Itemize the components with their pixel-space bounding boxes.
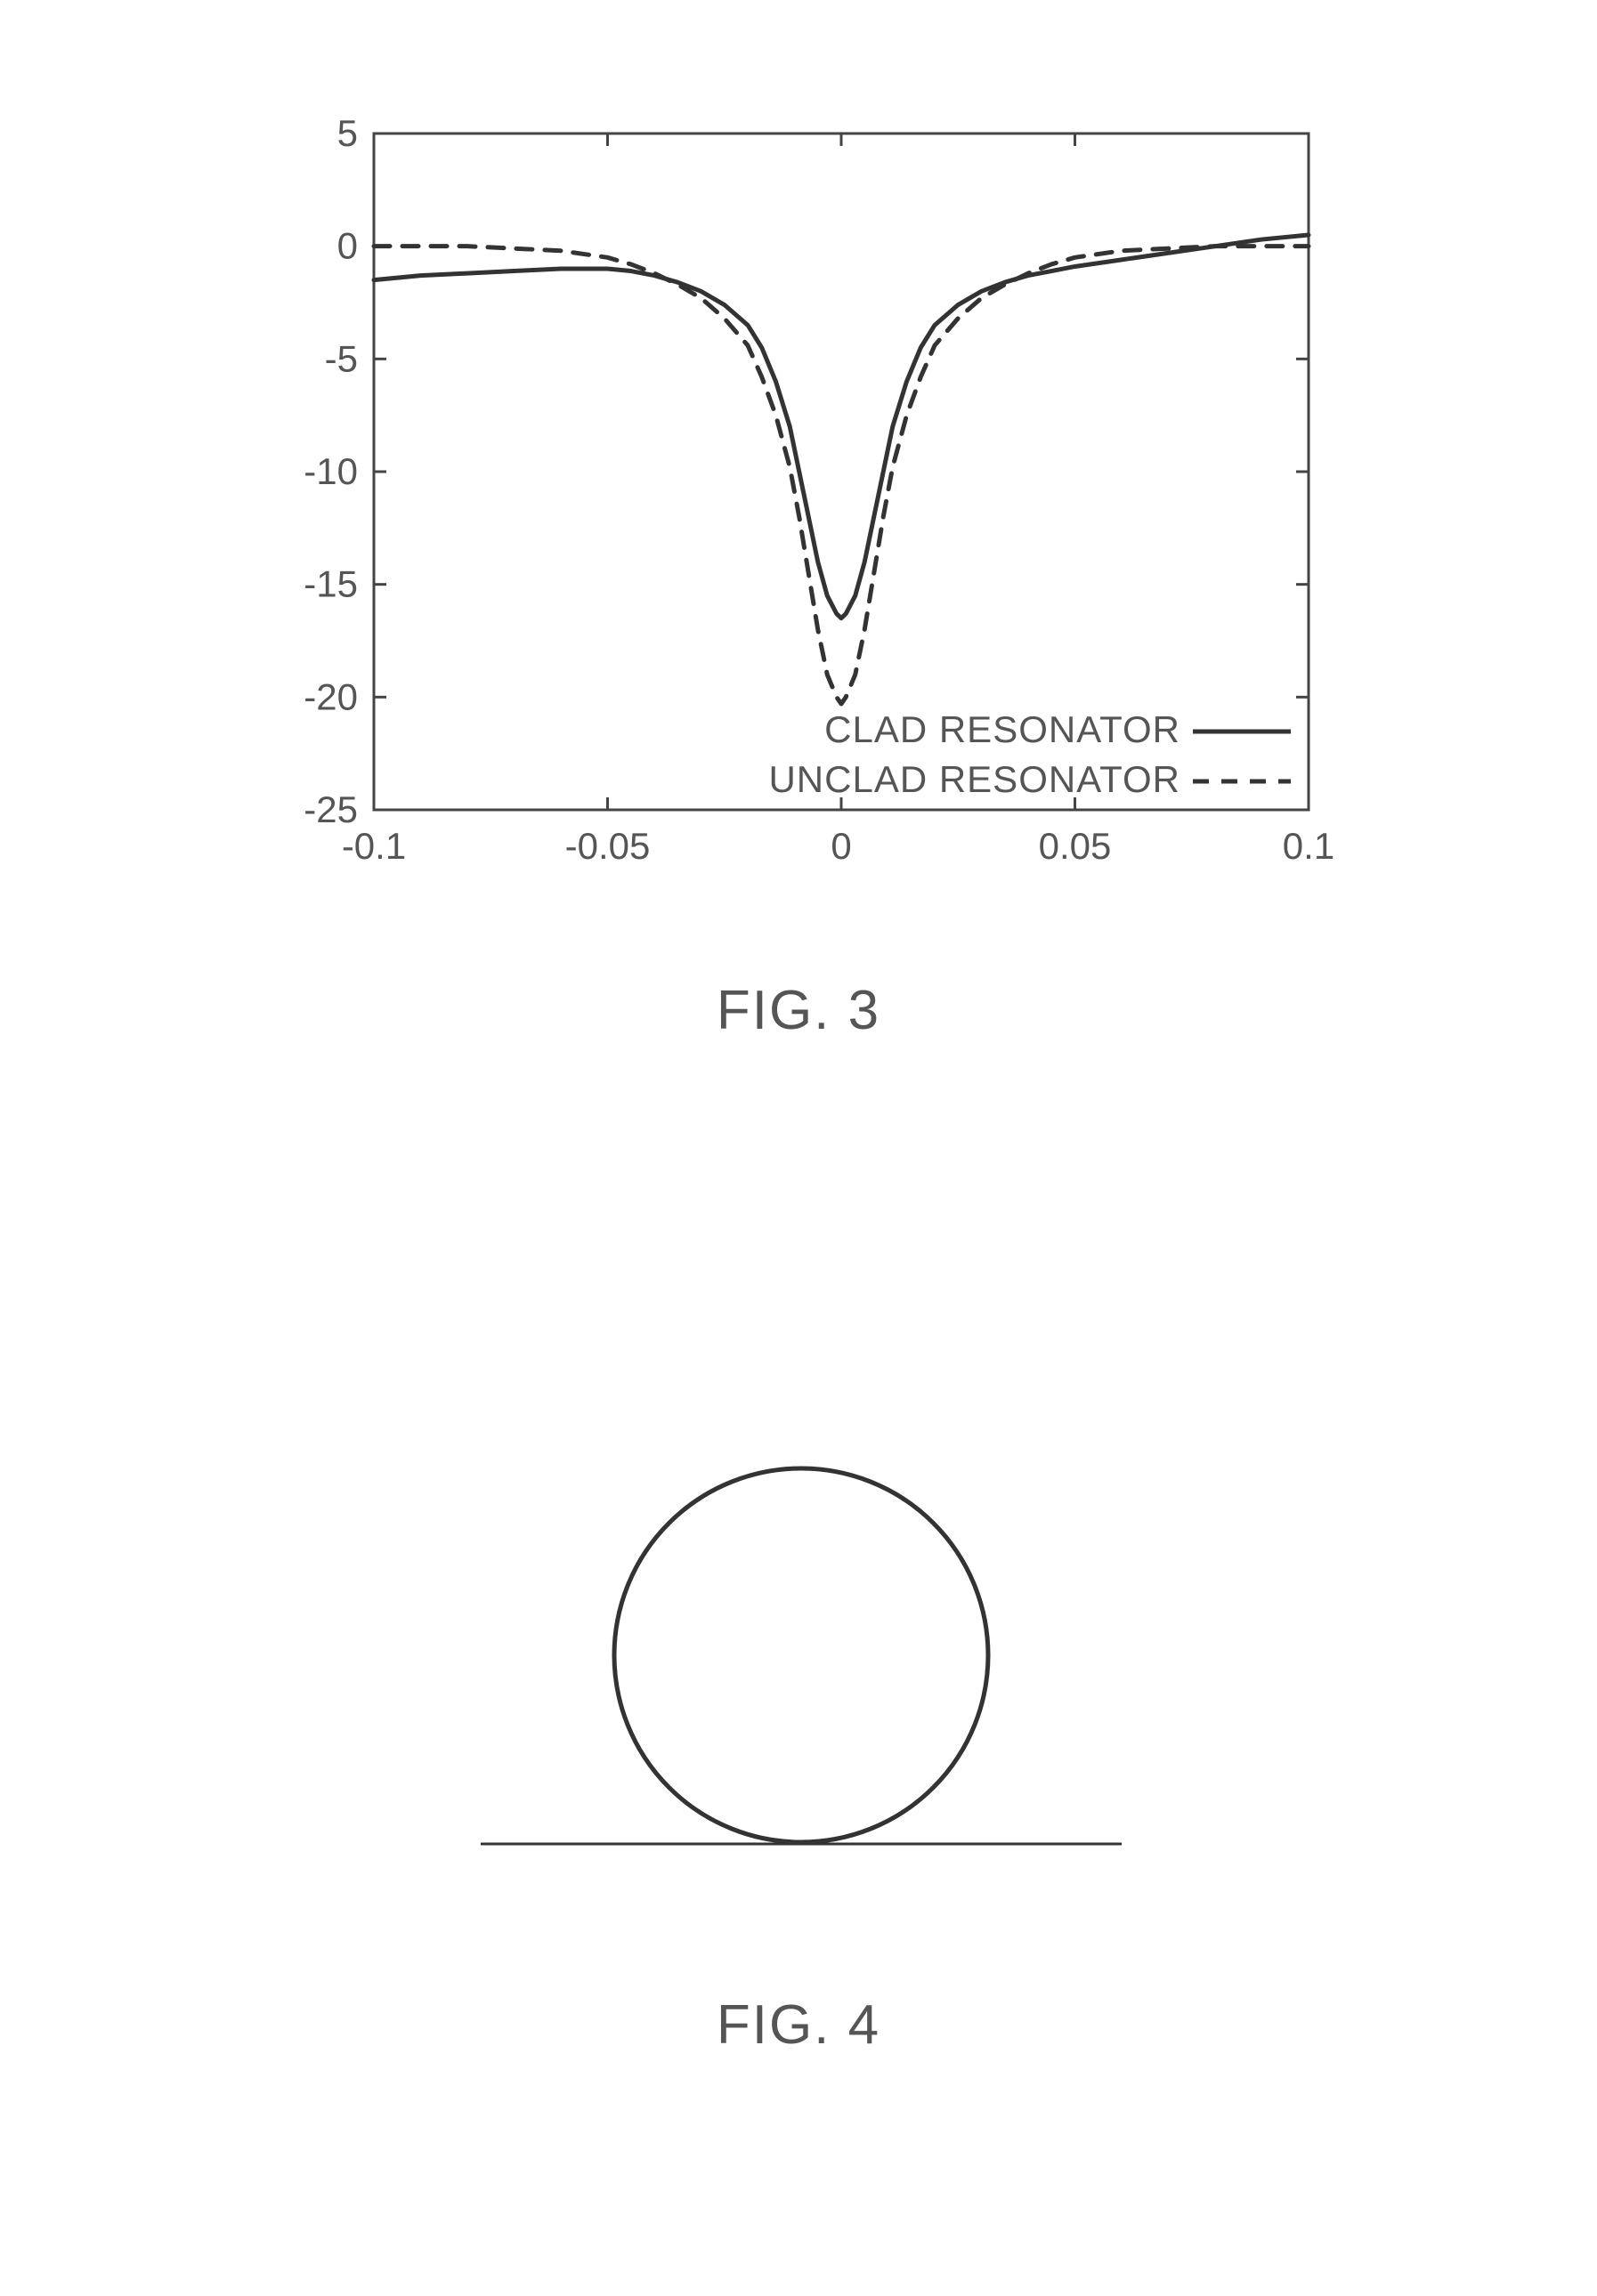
- fig4-caption: FIG. 4: [0, 1993, 1597, 2057]
- svg-text:-15: -15: [304, 563, 358, 605]
- svg-text:0.1: 0.1: [1283, 825, 1334, 867]
- svg-text:CLAD RESONATOR: CLAD RESONATOR: [824, 708, 1180, 750]
- diagram-svg: [463, 1442, 1139, 1904]
- svg-text:0: 0: [831, 825, 851, 867]
- svg-text:-0.05: -0.05: [565, 825, 651, 867]
- resonance-chart: -0.1 -0.05 0 0.05 0.1 5 0 -5 -10 -15 -20 -25 CLAD RE…: [249, 107, 1335, 890]
- ring-waveguide-diagram: [463, 1442, 1139, 1904]
- svg-text:UNCLAD RESONATOR: UNCLAD RESONATOR: [768, 758, 1180, 800]
- svg-text:-25: -25: [304, 788, 358, 830]
- svg-text:-0.1: -0.1: [342, 825, 406, 867]
- fig3-caption: FIG. 3: [0, 979, 1597, 1042]
- svg-text:0.05: 0.05: [1039, 825, 1112, 867]
- svg-text:5: 5: [337, 112, 358, 154]
- svg-text:0: 0: [337, 225, 358, 267]
- svg-text:-20: -20: [304, 675, 358, 717]
- svg-text:-10: -10: [304, 450, 358, 492]
- chart-svg: -0.1 -0.05 0 0.05 0.1 5 0 -5 -10 -15 -20 -25 CLAD RE…: [249, 107, 1335, 890]
- svg-text:-5: -5: [325, 337, 358, 379]
